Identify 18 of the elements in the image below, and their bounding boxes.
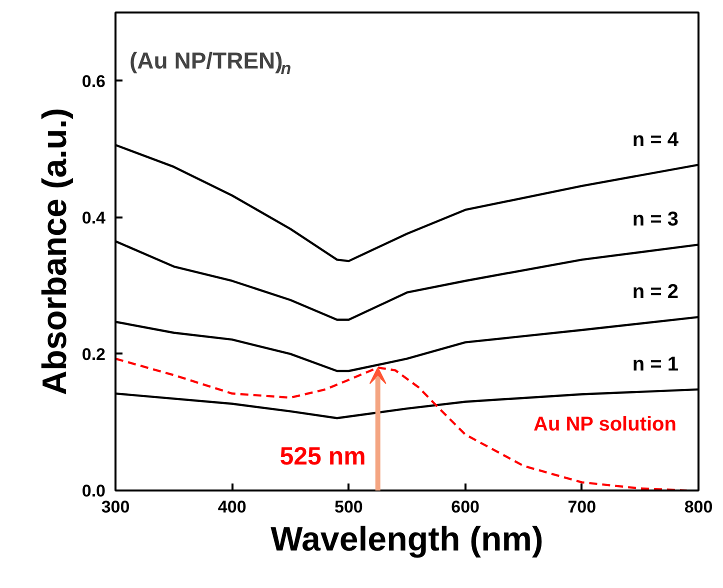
y-tick-label: 0.2: [82, 344, 106, 364]
x-tick-label: 800: [684, 498, 713, 516]
series-label: Au NP solution: [534, 414, 676, 436]
series-label: n = 3: [632, 208, 679, 231]
y-tick-label: 0.4: [82, 208, 106, 228]
y-tick-label: 0.0: [82, 482, 106, 500]
series-label: n = 4: [632, 128, 680, 151]
y-axis-title: Absorbance (a.u.): [36, 108, 74, 396]
x-tick-label: 400: [218, 498, 246, 516]
y-tick-label: 0.6: [82, 72, 106, 91]
series-label: n = 1: [632, 353, 679, 376]
x-tick-label: 300: [101, 498, 130, 516]
x-tick-label: 600: [451, 498, 480, 516]
series-label: n = 2: [632, 281, 679, 304]
x-axis-title: Wavelength (nm): [270, 520, 544, 558]
x-tick-label: 500: [334, 498, 363, 516]
x-tick-label: 700: [568, 498, 596, 516]
annotation: 525 nm: [280, 442, 366, 470]
